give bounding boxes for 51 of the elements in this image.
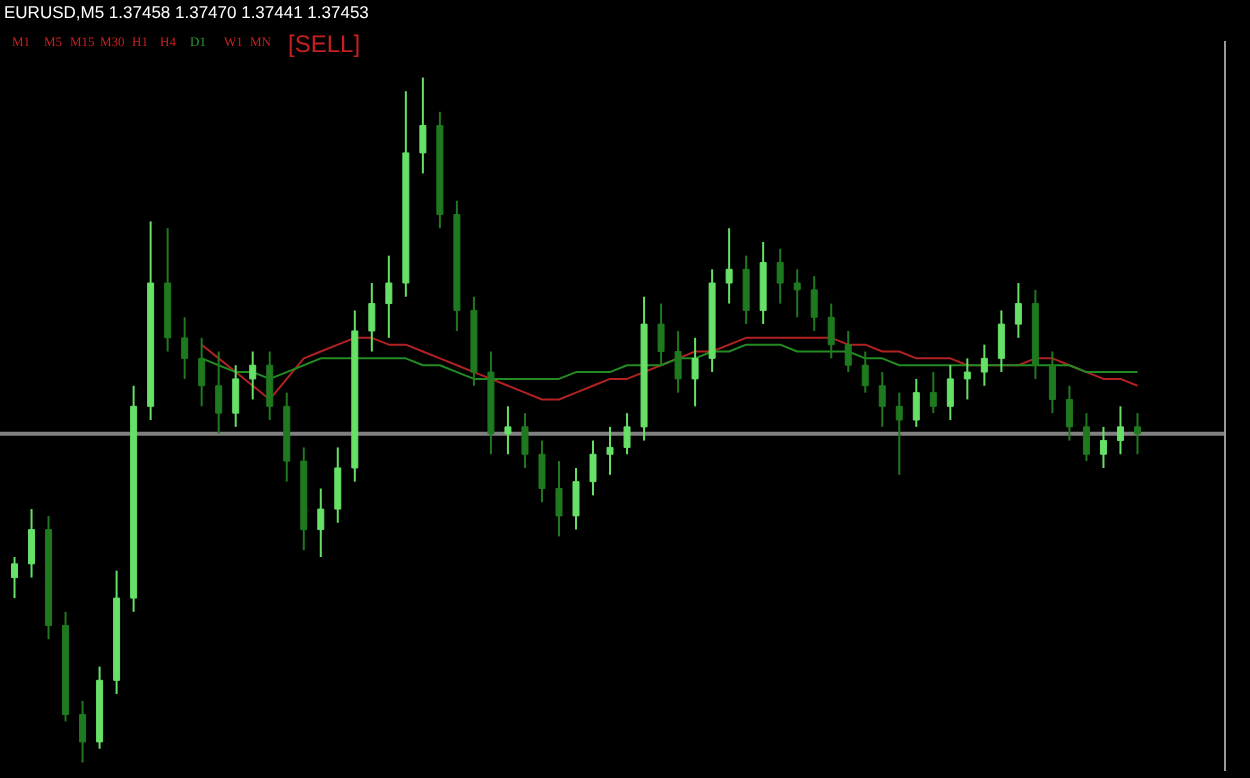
candlestick (759, 240, 767, 326)
candlestick (691, 336, 699, 408)
candlestick (232, 364, 240, 428)
candlestick (980, 343, 988, 387)
candlestick (963, 357, 971, 401)
candlestick (776, 247, 784, 305)
candlestick (861, 350, 869, 394)
candlestick (198, 336, 206, 408)
candlestick (249, 350, 257, 401)
candlestick (1116, 405, 1124, 456)
candlestick (504, 405, 512, 456)
candlestick (793, 268, 801, 319)
candlestick (657, 302, 665, 367)
candlestick (827, 302, 835, 360)
candlestick (1065, 384, 1073, 442)
candlestick (28, 508, 36, 579)
candlestick (385, 254, 393, 339)
candlestick (878, 371, 886, 428)
candlestick (334, 446, 342, 524)
candlestick (674, 329, 682, 394)
candlestick (997, 309, 1005, 374)
candlestick (555, 460, 563, 538)
candlestick (11, 556, 19, 600)
candlestick (79, 699, 87, 764)
chart-title: EURUSD,M5 1.37458 1.37470 1.37441 1.37453 (4, 2, 370, 22)
candlestick (1082, 412, 1090, 463)
candlestick (895, 391, 903, 476)
candlestick (1133, 412, 1141, 456)
candlestick (215, 350, 223, 435)
text: [SELL] (288, 30, 361, 58)
candlestick (521, 412, 529, 469)
candlestick (810, 275, 818, 332)
candlestick (181, 316, 189, 380)
candlestick (742, 254, 750, 326)
candlestick (912, 377, 920, 428)
candlestick (1014, 282, 1022, 339)
candlestick (725, 227, 733, 305)
candlestick (946, 364, 954, 422)
candlestick (606, 425, 614, 476)
candlestick (538, 439, 546, 504)
candlestick (419, 76, 427, 175)
candlestick (266, 350, 274, 422)
candlestick (317, 487, 325, 559)
candlestick (1099, 425, 1107, 469)
candlestick (929, 371, 937, 415)
candlestick (844, 329, 852, 374)
candlestick (368, 282, 376, 353)
candlestick (623, 412, 631, 456)
candlestick (572, 466, 580, 531)
candlestick (1048, 350, 1056, 415)
candlestick (589, 439, 597, 497)
